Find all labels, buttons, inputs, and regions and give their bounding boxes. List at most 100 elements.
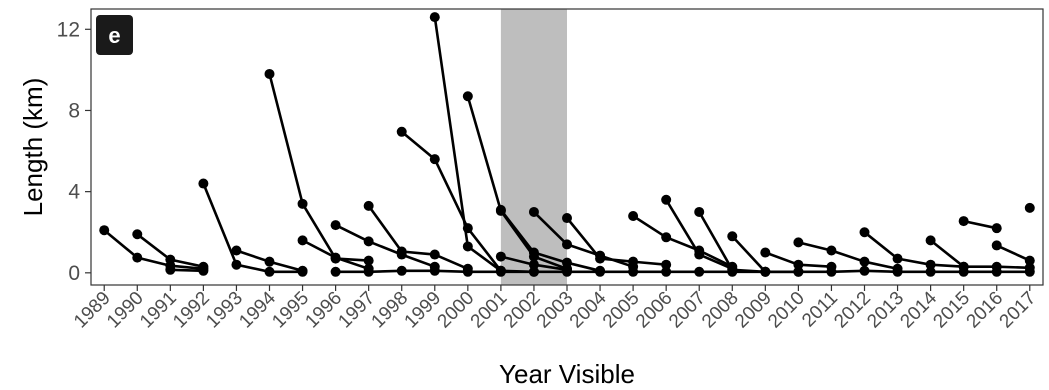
y-tick-label: 0 — [68, 262, 80, 285]
data-point — [462, 266, 473, 277]
data-point — [462, 91, 473, 102]
x-tick-label: 2013 — [863, 288, 908, 333]
data-point — [793, 237, 804, 248]
data-point — [165, 254, 176, 265]
data-point — [528, 206, 539, 217]
data-point — [661, 266, 672, 277]
x-tick-label: 1993 — [202, 288, 247, 333]
series-line — [170, 268, 204, 273]
data-point — [429, 249, 440, 260]
data-point — [198, 265, 209, 276]
data-point — [925, 266, 936, 277]
data-point — [330, 252, 341, 263]
data-point — [396, 265, 407, 276]
data-point — [595, 266, 606, 277]
data-point — [528, 266, 539, 277]
data-point — [661, 194, 672, 205]
data-point — [363, 255, 374, 266]
data-point — [694, 206, 705, 217]
data-point — [429, 12, 440, 23]
data-point — [165, 264, 176, 275]
data-point — [264, 256, 275, 267]
data-point — [99, 225, 110, 236]
data-point — [363, 200, 374, 211]
x-tick-label: 2011 — [798, 288, 842, 332]
series-line — [499, 209, 601, 273]
data-point — [595, 253, 606, 264]
x-tick-label: 2002 — [500, 288, 545, 333]
x-tick-label: 1996 — [301, 288, 346, 333]
data-point — [826, 266, 837, 277]
data-point — [859, 227, 870, 238]
series-line — [863, 231, 964, 268]
data-point — [1024, 266, 1035, 277]
x-tick-label: 1991 — [136, 288, 181, 333]
x-tick-label: 2010 — [764, 288, 809, 333]
series-26 — [991, 240, 1035, 266]
data-point — [826, 245, 837, 256]
data-point — [925, 235, 936, 246]
x-tick-label: 1990 — [103, 288, 148, 333]
series-27 — [1024, 202, 1035, 213]
highlight-band-layer — [500, 9, 567, 285]
x-tick-label: 2008 — [698, 288, 743, 333]
data-point — [562, 266, 572, 277]
data-point — [297, 265, 308, 276]
series-line — [335, 223, 436, 268]
x-tick-label: 2001 — [467, 288, 512, 333]
y-tick-label: 4 — [68, 181, 80, 204]
data-point — [1024, 255, 1035, 266]
data-point — [363, 236, 374, 247]
data-point — [396, 246, 407, 257]
data-point — [628, 266, 639, 277]
data-point — [991, 240, 1002, 251]
series-line — [565, 217, 667, 266]
data-point — [330, 266, 341, 277]
x-axis-title: Year Visible — [499, 359, 635, 389]
data-point — [429, 154, 440, 165]
data-point — [859, 265, 870, 276]
x-tick-label: 1999 — [401, 288, 446, 333]
data-point — [958, 216, 969, 227]
data-point — [330, 220, 341, 231]
series-25 — [958, 216, 1002, 234]
data-point — [562, 213, 572, 224]
data-point — [727, 266, 738, 277]
series-line — [103, 229, 204, 271]
data-point — [495, 204, 506, 215]
data-point — [859, 256, 870, 267]
data-point — [429, 265, 440, 276]
data-point — [562, 239, 572, 250]
series-line — [367, 205, 469, 270]
data-point — [528, 247, 539, 258]
series-layer — [99, 12, 1035, 277]
x-tick-label: 2015 — [929, 288, 974, 333]
data-point — [264, 266, 275, 277]
x-tick-label: 2012 — [830, 288, 875, 333]
series-line — [335, 269, 1030, 274]
series-line — [202, 183, 303, 274]
data-point — [297, 198, 308, 209]
x-tick-label: 2016 — [963, 288, 1008, 333]
y-tick-label: 12 — [57, 18, 80, 41]
label-layer: e — [96, 15, 133, 55]
series-line — [632, 214, 733, 268]
x-tick-label: 1989 — [70, 288, 115, 333]
series-18 — [661, 194, 738, 274]
series-line — [798, 241, 898, 271]
x-tick-label: 1994 — [235, 287, 280, 332]
data-point — [661, 232, 672, 243]
y-tick-label: 8 — [68, 99, 80, 122]
x-tick-label: 2007 — [665, 288, 710, 333]
data-point — [264, 68, 275, 79]
panel-label-badge — [96, 15, 133, 55]
series-16 — [562, 213, 672, 270]
y-axis-title: Length (km) — [18, 78, 48, 217]
x-tick-label: 1997 — [334, 288, 379, 333]
series-line — [929, 239, 1030, 270]
data-point — [892, 266, 903, 277]
data-point — [892, 253, 903, 264]
data-point — [760, 266, 771, 277]
x-tick-label: 2017 — [996, 288, 1041, 333]
